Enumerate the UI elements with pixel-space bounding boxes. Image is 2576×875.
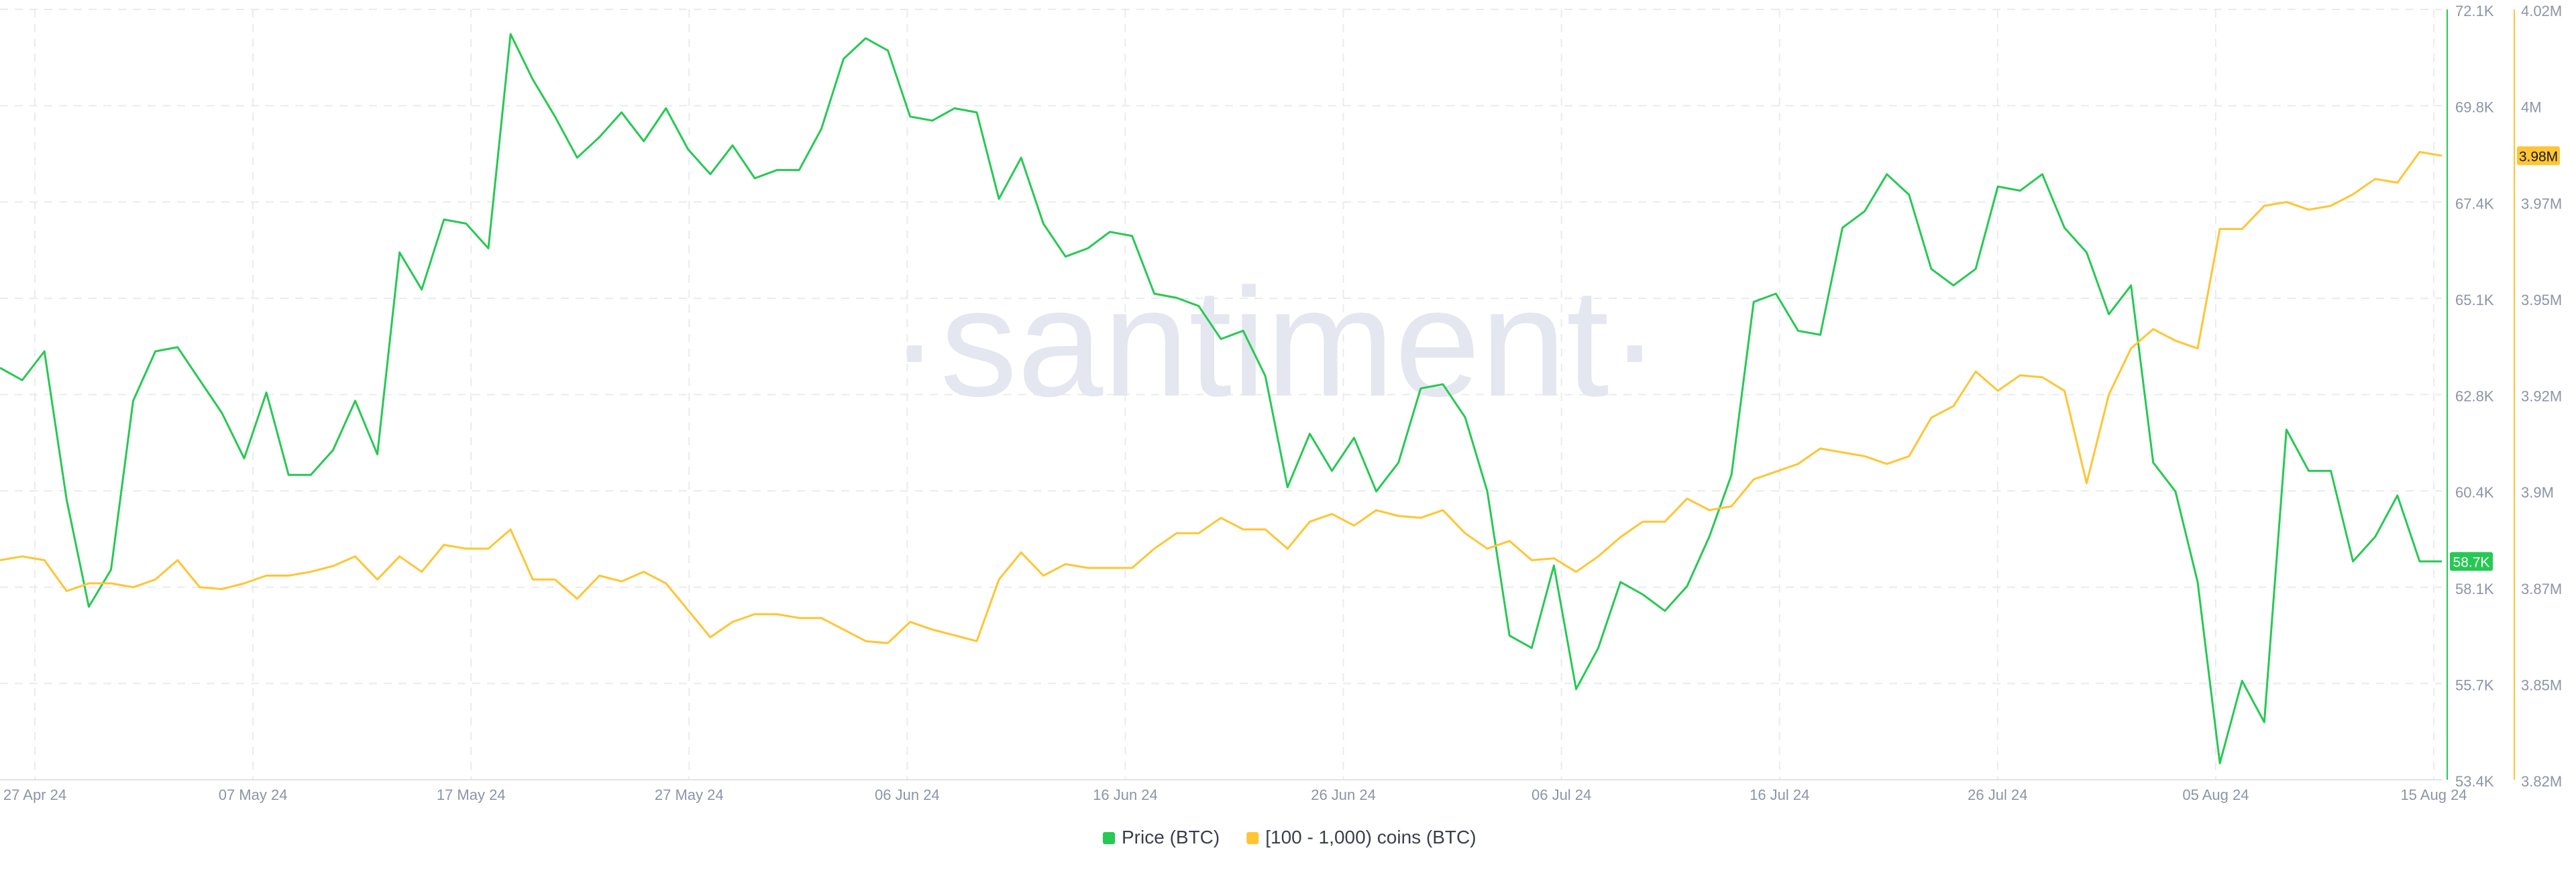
x-axis-tick-label: 17 May 24 — [437, 786, 506, 803]
price-axis-tick-label: 58.1K — [2455, 581, 2494, 597]
legend-label-price: Price (BTC) — [1122, 827, 1220, 848]
coins-current-badge — [2517, 146, 2560, 166]
legend-item-price[interactable]: Price (BTC) — [1103, 827, 1220, 848]
price-axis-tick-label: 72.1K — [2455, 3, 2494, 19]
legend-label-coins: [100 - 1,000) coins (BTC) — [1265, 827, 1476, 848]
coins-axis-tick-label: 4.02M — [2521, 3, 2562, 19]
price-current-value: 58.7K — [2453, 555, 2490, 570]
x-axis-tick-label: 27 Apr 24 — [3, 786, 66, 803]
price-line — [0, 33, 2442, 764]
coins-axis-tick-label: 3.92M — [2521, 388, 2562, 405]
coins-holdings-line — [0, 151, 2443, 644]
coins-axis-tick-label: 3.95M — [2521, 292, 2562, 308]
x-axis-tick-label: 26 Jul 24 — [1968, 786, 2027, 803]
x-axis-tick-label: 15 Aug 24 — [2400, 786, 2467, 803]
x-axis-tick-label: 16 Jun 24 — [1093, 786, 1158, 803]
grid — [0, 9, 2442, 780]
price-axis-tick-label: 53.4K — [2455, 773, 2494, 790]
price-axis-tick-label: 60.4K — [2455, 484, 2494, 501]
current-value-badges: 58.7K 3.98M — [2450, 146, 2560, 571]
x-axis-tick-label: 07 May 24 — [219, 786, 288, 803]
coins-axis-tick-label: 4M — [2521, 99, 2542, 116]
legend-item-coins[interactable]: [100 - 1,000) coins (BTC) — [1246, 827, 1477, 848]
santiment-watermark: ·santiment· — [889, 256, 1660, 428]
price-axis-tick-label: 67.4K — [2455, 195, 2494, 212]
price-axis-tick-label: 65.1K — [2455, 292, 2494, 308]
x-axis-tick-label: 27 May 24 — [655, 786, 724, 803]
price-axis-tick-label: 62.8K — [2455, 388, 2494, 405]
legend-swatch-coins — [1246, 832, 1259, 844]
series — [0, 33, 2443, 764]
legend-swatch-price — [1103, 832, 1115, 844]
x-axis-tick-label: 26 Jun 24 — [1311, 786, 1376, 803]
x-axis-tick-label: 16 Jul 24 — [1750, 786, 1809, 803]
x-axis-tick-label: 06 Jun 24 — [875, 786, 940, 803]
coins-axis-tick-label: 3.97M — [2521, 195, 2562, 212]
coins-axis-tick-label: 3.82M — [2521, 773, 2562, 790]
price-axis-tick-label: 55.7K — [2455, 677, 2494, 693]
coins-axis-tick-label: 3.9M — [2521, 484, 2554, 501]
price-axis-tick-label: 69.8K — [2455, 99, 2494, 116]
coins-current-value: 3.98M — [2519, 149, 2558, 164]
x-axis-tick-label: 06 Jul 24 — [1532, 786, 1591, 803]
axes: 72.1K 4.02M 69.8K 4M 67.4K 3.97M 65.1K 3.95M 62.… — [0, 3, 2562, 803]
coins-axis-tick-label: 3.85M — [2521, 677, 2562, 693]
coins-axis-tick-label: 3.87M — [2521, 581, 2562, 597]
legend[interactable]: Price (BTC) [100 - 1,000) coins (BTC) — [1103, 827, 1477, 848]
price-current-badge — [2450, 552, 2493, 571]
x-axis-tick-label: 05 Aug 24 — [2182, 786, 2249, 803]
